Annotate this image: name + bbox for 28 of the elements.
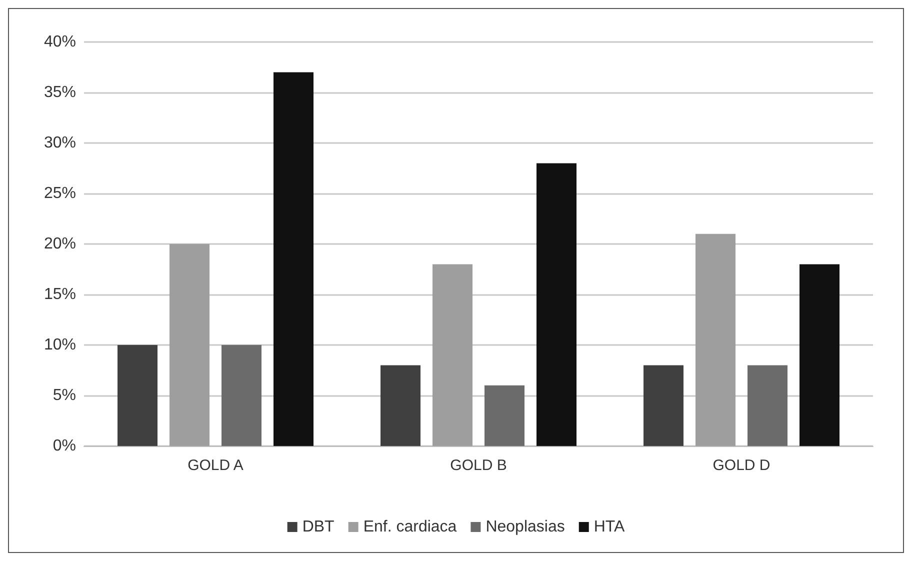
y-tick-label: 5% — [52, 387, 76, 404]
bar — [274, 72, 314, 446]
bar — [222, 345, 262, 446]
x-tick-label: GOLD D — [712, 457, 770, 474]
x-tick-label: GOLD A — [188, 457, 244, 474]
y-tick-label: 15% — [44, 286, 76, 303]
bar — [118, 345, 158, 446]
bar — [644, 365, 684, 446]
y-tick-label: 40% — [44, 34, 76, 50]
y-tick-label: 0% — [52, 438, 76, 454]
bar — [536, 163, 576, 446]
legend-label: HTA — [594, 518, 626, 536]
y-tick-label: 30% — [44, 134, 76, 152]
bar — [696, 234, 736, 446]
y-tick-label: 10% — [44, 336, 76, 354]
legend-label: Enf. cardiaca — [363, 518, 457, 536]
y-tick-label: 20% — [44, 236, 76, 252]
bar — [380, 365, 420, 446]
bar — [170, 244, 210, 446]
x-tick-label: GOLD B — [450, 457, 507, 474]
legend-label: Neoplasias — [486, 518, 565, 536]
legend-label: DBT — [302, 518, 335, 536]
y-tick-label: 35% — [44, 84, 76, 101]
bar — [484, 385, 524, 446]
bar — [748, 365, 788, 446]
y-tick-label: 25% — [44, 185, 76, 202]
bar — [432, 264, 472, 446]
bar — [800, 264, 840, 446]
